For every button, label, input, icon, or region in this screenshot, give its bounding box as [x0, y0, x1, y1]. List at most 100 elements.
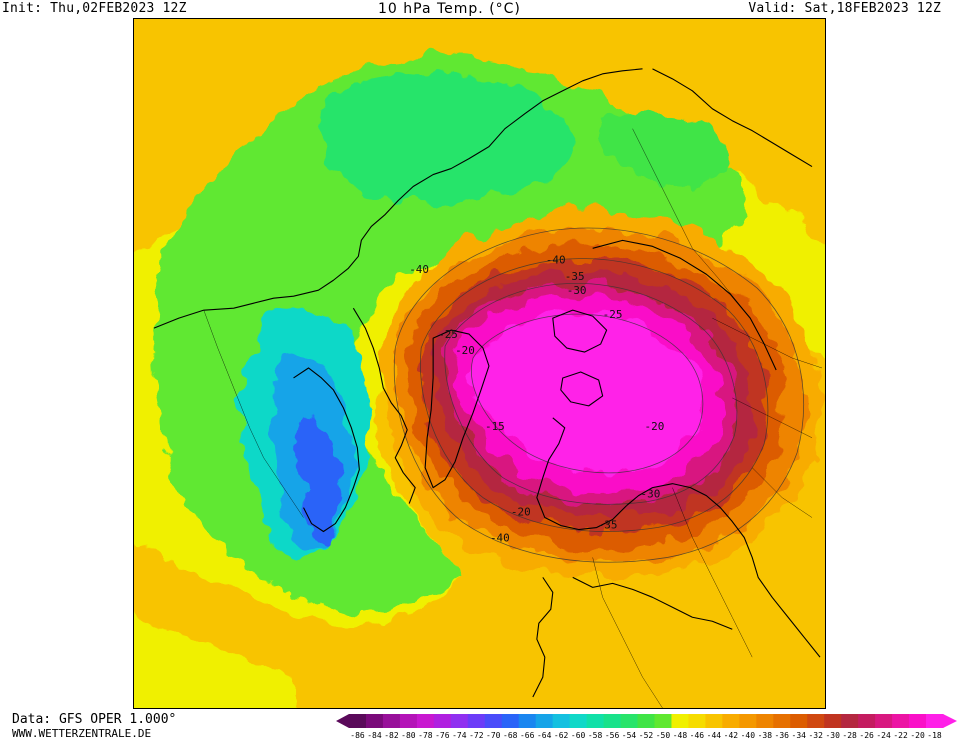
contour-label: -15 [485, 420, 505, 433]
legend-swatch [688, 714, 706, 728]
country-borders [203, 128, 823, 708]
legend-swatch [705, 714, 723, 728]
legend-label: -44 [707, 731, 722, 740]
init-time: Init: Thu,02FEB2023 12Z [2, 1, 187, 16]
legend-label: -70 [486, 731, 501, 740]
chart-title: 10 hPa Temp. (°C) [378, 1, 521, 17]
temperature-map: -40 -35 -30 -25 -20 -15 -20 -30 -35 -40 … [133, 18, 826, 709]
legend-swatch [722, 714, 740, 728]
legend-label: -74 [452, 731, 467, 740]
color-legend: -86 -84 -82 -80 -78 -76 -74 -72 -70 -68 -66 -64 -62-… [336, 714, 957, 740]
legend-swatch [671, 714, 689, 728]
legend-label: -38 [758, 731, 773, 740]
legend-swatch [875, 714, 893, 728]
legend-swatch [501, 714, 520, 728]
legend-label: -26 [859, 731, 874, 740]
legend-label: -52 [639, 731, 654, 740]
legend-swatch [586, 714, 604, 728]
legend-swatch [773, 714, 791, 728]
legend-label: -68 [503, 731, 518, 740]
valid-time: Valid: Sat,18FEB2023 12Z [748, 1, 941, 16]
legend-swatch [739, 714, 757, 728]
legend-label: -78 [418, 731, 433, 740]
legend-label: -82 [384, 731, 399, 740]
legend-label: -62 [554, 731, 569, 740]
legend-label: -20 [910, 731, 925, 740]
legend-label: -60 [571, 731, 586, 740]
contour-label: -35 [565, 270, 585, 283]
legend-label: -48 [673, 731, 688, 740]
legend-label: -54 [622, 731, 637, 740]
legend-label: -30 [825, 731, 840, 740]
legend-arrow-min [336, 714, 349, 728]
legend-swatch [535, 714, 554, 728]
contour-label: -40 [490, 531, 510, 544]
legend-label: -36 [775, 731, 790, 740]
legend-swatch [484, 714, 503, 728]
legend-swatch [892, 714, 910, 728]
contour-label: -40 [409, 263, 429, 276]
legend-swatch [450, 714, 469, 728]
legend-label: -42 [724, 731, 739, 740]
temperature-field [134, 19, 825, 708]
contour-label: -20 [455, 344, 475, 357]
legend-label: -22 [893, 731, 908, 740]
map-canvas: -40 -35 -30 -25 -20 -15 -20 -30 -35 -40 … [134, 19, 825, 708]
legend-label: -86 [350, 731, 365, 740]
legend-swatch [790, 714, 808, 728]
legend-label: -24 [876, 731, 891, 740]
legend-label: -56 [605, 731, 620, 740]
legend-label: -28 [842, 731, 857, 740]
legend-swatch [603, 714, 621, 728]
legend-label: -32 [808, 731, 823, 740]
legend-label: -76 [435, 731, 450, 740]
legend-swatch [416, 714, 435, 728]
legend-label: -58 [588, 731, 603, 740]
legend-swatch [824, 714, 842, 728]
legend-swatch [841, 714, 859, 728]
legend-swatch [756, 714, 774, 728]
legend-label: -84 [367, 731, 382, 740]
legend-swatch [518, 714, 537, 728]
color-legend-labels: -86 -84 -82 -80 -78 -76 -74 -72 -70 -68 -66 -64 -62-… [350, 731, 942, 740]
legend-label: -72 [469, 731, 484, 740]
contour-label: -40 [546, 253, 566, 266]
legend-label: -80 [401, 731, 416, 740]
legend-arrow-max [943, 714, 957, 728]
legend-swatch [349, 714, 367, 728]
legend-label: -64 [537, 731, 552, 740]
legend-label: -46 [690, 731, 705, 740]
legend-swatch [654, 714, 672, 728]
legend-label: -40 [741, 731, 756, 740]
legend-swatch [909, 714, 927, 728]
legend-swatch [467, 714, 486, 728]
contour-label: -30 [567, 284, 587, 297]
legend-swatch [365, 714, 384, 728]
contour-lines [393, 227, 804, 563]
legend-swatch [552, 714, 571, 728]
legend-label: -34 [792, 731, 807, 740]
coastlines [153, 68, 821, 698]
legend-swatch [858, 714, 876, 728]
legend-swatch [399, 714, 418, 728]
legend-swatch [382, 714, 401, 728]
legend-swatch [433, 714, 452, 728]
contour-label: -20 [511, 506, 531, 519]
legend-label: -50 [656, 731, 671, 740]
legend-label: -66 [520, 731, 535, 740]
contour-label: -25 [603, 308, 623, 321]
contour-label: -30 [641, 488, 661, 501]
legend-swatch [637, 714, 655, 728]
contour-value-labels: -40 -35 -30 -25 -20 -15 -20 -30 -35 -40 … [409, 253, 664, 544]
contour-label: -25 [438, 328, 458, 341]
legend-swatch [926, 714, 944, 728]
legend-swatch [620, 714, 638, 728]
contour-label: -20 [645, 420, 665, 433]
website-label[interactable]: WWW.WETTERZENTRALE.DE [12, 727, 152, 740]
legend-swatch [569, 714, 587, 728]
legend-label: -18 [927, 731, 942, 740]
legend-swatch [807, 714, 825, 728]
contour-label: -35 [598, 519, 618, 532]
color-legend-swatches [336, 714, 957, 728]
data-source-label: Data: GFS OPER 1.000° [12, 712, 177, 727]
